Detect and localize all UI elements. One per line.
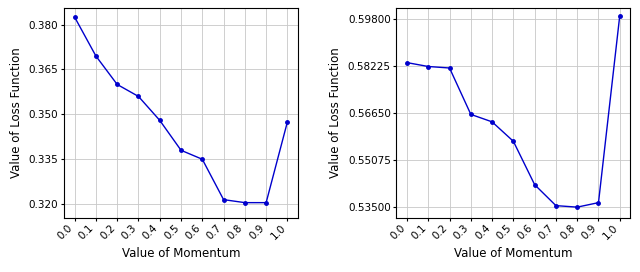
Y-axis label: Value of Loss Function: Value of Loss Function	[329, 48, 342, 178]
X-axis label: Value of Momentum: Value of Momentum	[122, 248, 240, 261]
Y-axis label: Value of Loss Function: Value of Loss Function	[10, 48, 23, 178]
X-axis label: Value of Momentum: Value of Momentum	[454, 248, 573, 261]
